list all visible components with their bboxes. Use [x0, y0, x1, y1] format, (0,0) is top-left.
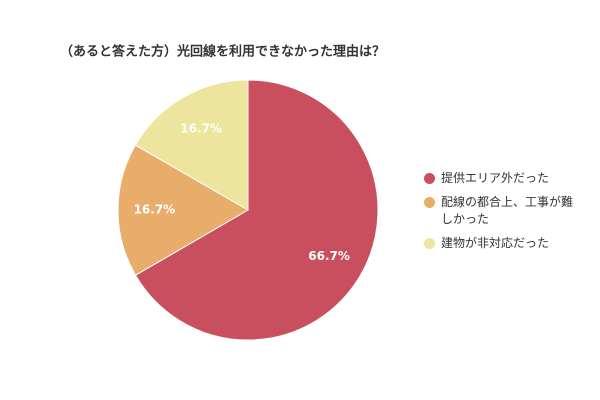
legend-swatch [424, 173, 435, 184]
legend-swatch [424, 238, 435, 249]
pie-slice [134, 79, 379, 341]
legend-item: 提供エリア外だった [424, 170, 584, 187]
legend-label: 提供エリア外だった [441, 171, 550, 185]
data-label: 16.7% [180, 121, 222, 135]
data-label: 66.7% [308, 249, 350, 263]
legend-item: 配線の都合上、工事が難しかった [424, 194, 584, 228]
legend-swatch [424, 197, 435, 208]
chart-title: （あると答えた方）光回線を利用できなかった理由は？ [60, 44, 385, 60]
legend-label: 建物が非対応だった [441, 236, 550, 250]
pie-slice [117, 144, 249, 276]
legend-label: 配線の都合上、工事が難しかった [441, 195, 574, 226]
legend-item: 建物が非対応だった [424, 235, 584, 252]
data-label: 16.7% [134, 203, 176, 217]
legend: 提供エリア外だった配線の都合上、工事が難しかった建物が非対応だった [424, 170, 584, 259]
pie-slice [134, 79, 249, 211]
